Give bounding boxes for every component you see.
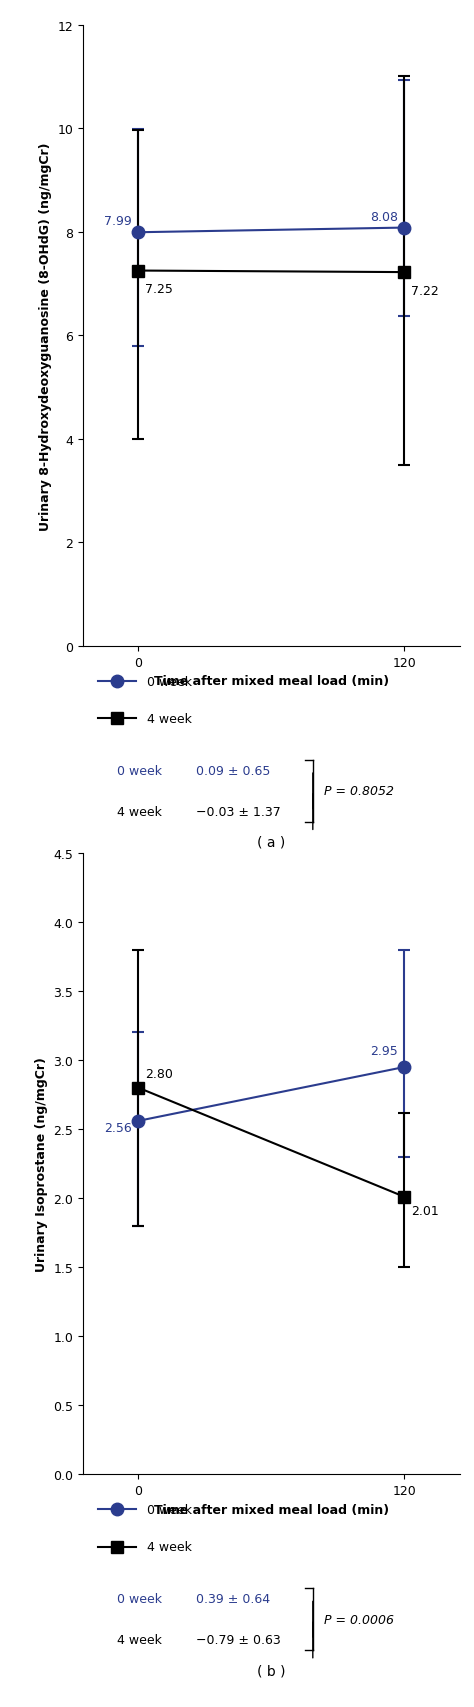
Text: 0 week: 0 week xyxy=(117,1593,162,1605)
Text: 4 week: 4 week xyxy=(147,1540,192,1553)
Text: 7.99: 7.99 xyxy=(104,215,132,229)
Text: 8.08: 8.08 xyxy=(370,210,398,224)
X-axis label: Time after mixed meal load (min): Time after mixed meal load (min) xyxy=(154,674,389,688)
Text: 0 week: 0 week xyxy=(117,765,162,777)
Text: 4 week: 4 week xyxy=(147,712,192,725)
Text: 7.25: 7.25 xyxy=(145,283,173,295)
Text: ( a ): ( a ) xyxy=(257,835,285,850)
Text: −0.79 ± 0.63: −0.79 ± 0.63 xyxy=(196,1634,281,1647)
Y-axis label: Urinary Isoprostane (ng/mgCr): Urinary Isoprostane (ng/mgCr) xyxy=(35,1057,48,1272)
Text: 0 week: 0 week xyxy=(147,676,192,688)
Text: 2.56: 2.56 xyxy=(104,1121,132,1135)
Text: 0.39 ± 0.64: 0.39 ± 0.64 xyxy=(196,1593,270,1605)
Text: 4 week: 4 week xyxy=(117,1634,162,1647)
X-axis label: Time after mixed meal load (min): Time after mixed meal load (min) xyxy=(154,1502,389,1516)
Text: 0.09 ± 0.65: 0.09 ± 0.65 xyxy=(196,765,270,777)
Text: 7.22: 7.22 xyxy=(411,285,439,297)
Text: P = 0.8052: P = 0.8052 xyxy=(324,785,394,797)
Text: 2.95: 2.95 xyxy=(370,1045,398,1057)
Text: 4 week: 4 week xyxy=(117,806,162,819)
Y-axis label: Urinary 8-Hydroxydeoxyguanosine (8-OHdG) (ng/mgCr): Urinary 8-Hydroxydeoxyguanosine (8-OHdG)… xyxy=(39,142,52,531)
Text: 2.01: 2.01 xyxy=(411,1205,439,1217)
Text: P = 0.0006: P = 0.0006 xyxy=(324,1613,394,1625)
Text: ( b ): ( b ) xyxy=(257,1663,286,1678)
Text: −0.03 ± 1.37: −0.03 ± 1.37 xyxy=(196,806,281,819)
Text: 0 week: 0 week xyxy=(147,1504,192,1516)
Text: 2.80: 2.80 xyxy=(145,1069,173,1081)
